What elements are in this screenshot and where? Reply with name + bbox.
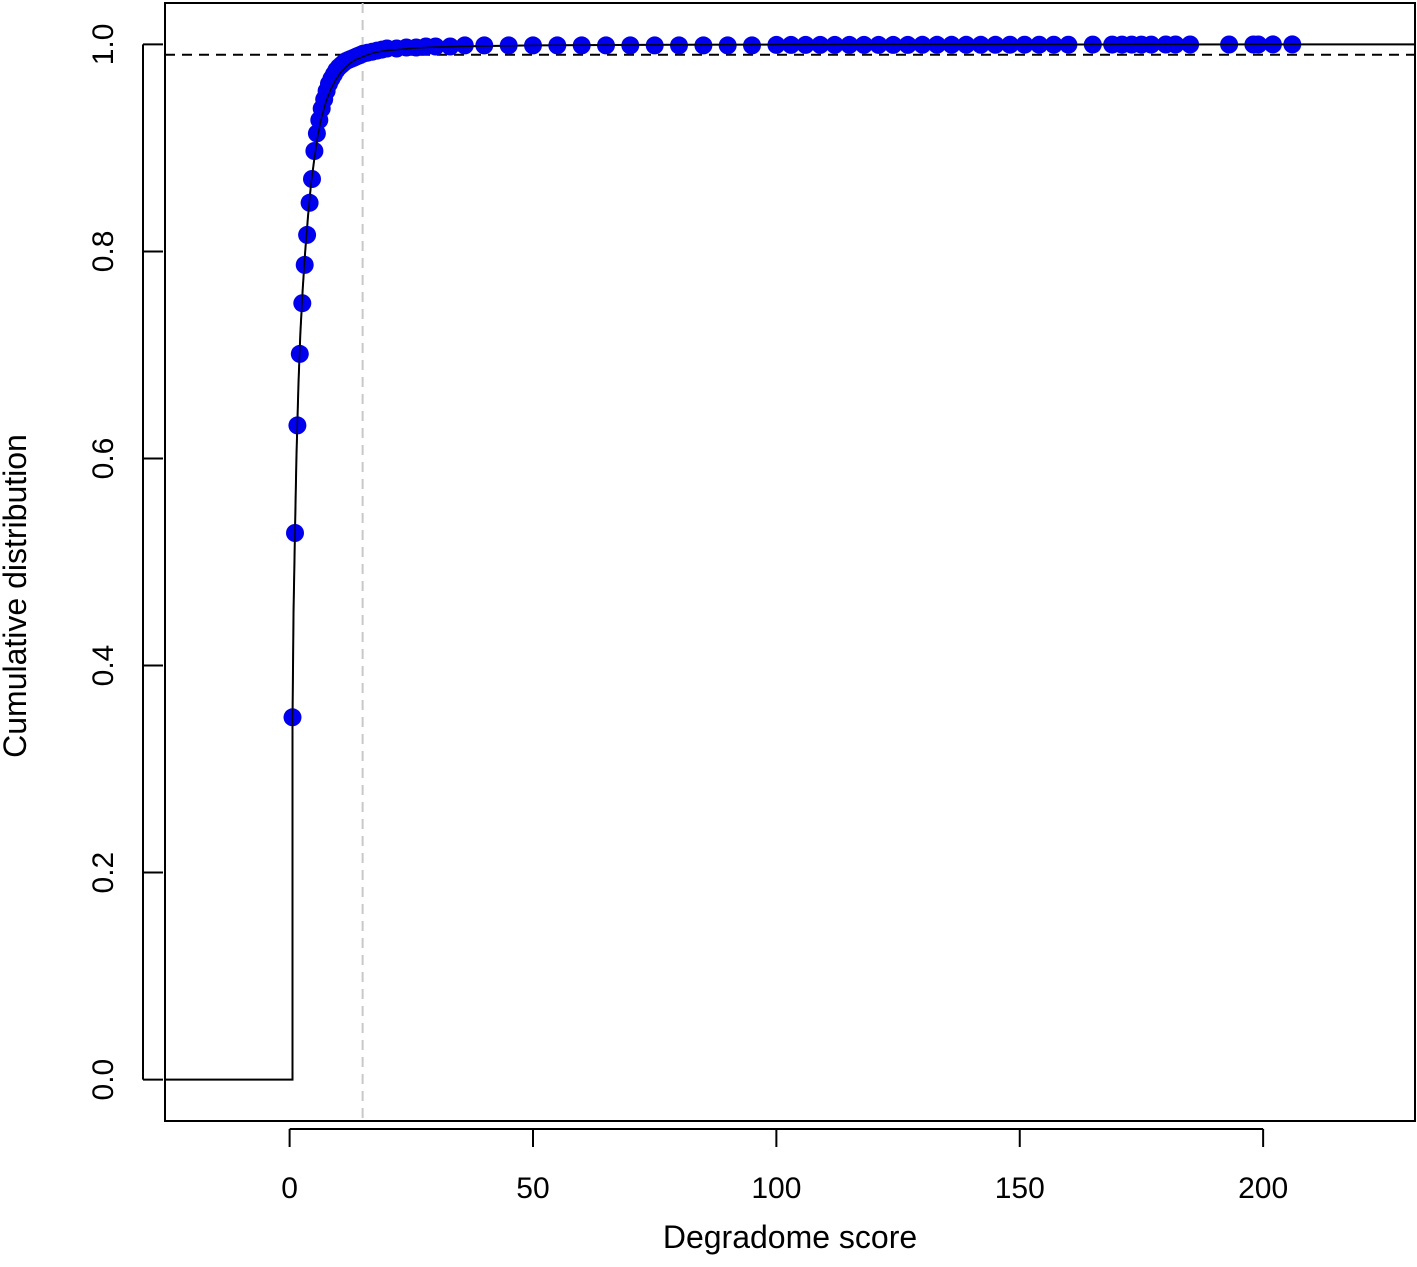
cdf-line (165, 43, 1415, 1081)
cdf-line-overlay (165, 43, 1415, 1081)
x-tick-label: 150 (995, 1172, 1045, 1205)
y-tick-label: 0.8 (87, 231, 120, 273)
y-axis: 0.0 0.2 0.4 0.6 0.8 1.0 (87, 24, 163, 1101)
y-axis-title: Cumulative distribution (0, 434, 33, 758)
y-tick-label: 0.6 (87, 438, 120, 480)
plot-area (164, 2, 1416, 1122)
data-point (307, 124, 326, 143)
y-tick-label: 1.0 (87, 24, 120, 66)
data-point (455, 36, 474, 55)
x-tick-label: 0 (281, 1172, 298, 1205)
x-tick-label: 100 (751, 1172, 801, 1205)
plot-frame (164, 2, 1416, 1122)
y-tick-label: 0.0 (87, 1059, 120, 1101)
data-point (305, 142, 324, 160)
y-tick-label: 0.2 (87, 852, 120, 894)
x-axis-title: Degradome score (663, 1219, 917, 1255)
x-tick-label: 50 (516, 1172, 549, 1205)
x-axis: 0 50 100 150 200 (281, 1128, 1288, 1205)
y-tick-label: 0.4 (87, 645, 120, 687)
x-tick-label: 200 (1238, 1172, 1288, 1205)
